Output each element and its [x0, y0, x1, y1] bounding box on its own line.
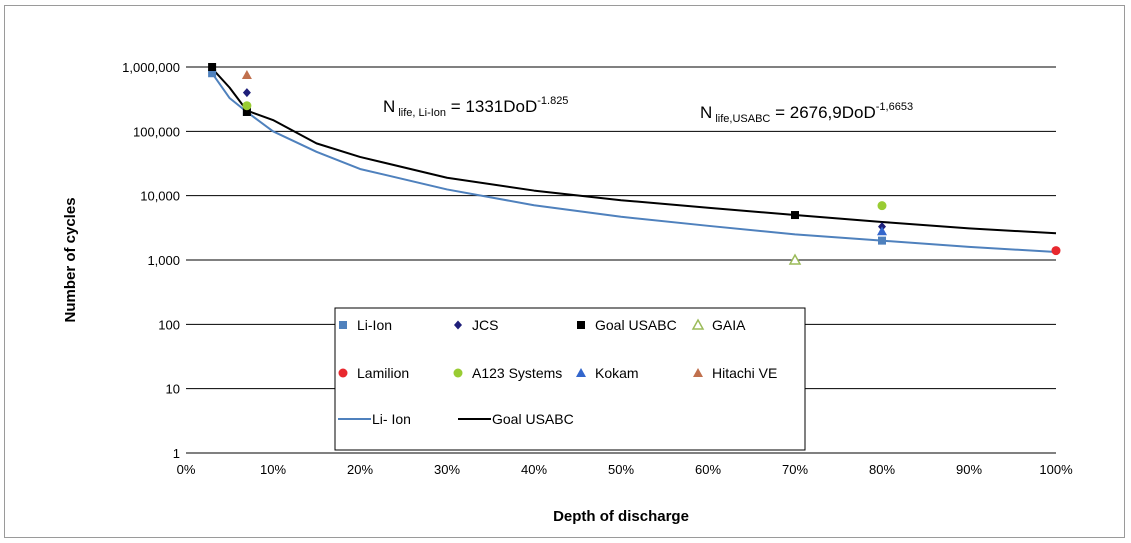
- y-tick-label: 1,000,000: [122, 60, 180, 75]
- point-goal-usabc: [242, 107, 251, 116]
- x-tick-label: 100%: [1039, 462, 1073, 477]
- x-tick-label: 90%: [956, 462, 982, 477]
- legend-marker-jcs: [454, 320, 462, 330]
- x-tick-label: 50%: [608, 462, 634, 477]
- point-hitachi-ve: [241, 70, 252, 80]
- equation-li-ion-main: = 1331DoD: [446, 97, 537, 116]
- point-kokam: [877, 226, 887, 236]
- x-tick-label: 30%: [434, 462, 460, 477]
- series-lines: [211, 67, 1057, 254]
- legend-label-jcs: JCS: [472, 317, 498, 333]
- x-tick-label: 80%: [869, 462, 895, 477]
- axes: 1 10 100 1,000 10,000 100,000 1,000,000 0% 10% 20…: [122, 60, 1073, 477]
- legend-box: [334, 307, 806, 451]
- legend-label-goal-usabc: Goal USABC: [492, 411, 574, 427]
- x-tick-label: 20%: [347, 462, 373, 477]
- legend-marker-kokam: [576, 368, 586, 377]
- x-tick-label: 0%: [177, 462, 196, 477]
- legend-label-hitachi-ve: Hitachi VE: [712, 365, 777, 381]
- legend-label-a123-systems: A123 Systems: [472, 365, 562, 381]
- legend-label-goal-usabc: Goal USABC: [595, 317, 677, 333]
- y-tick-label: 100: [158, 317, 180, 332]
- gridlines: [186, 66, 1056, 454]
- legend-marker-lamilion: [338, 368, 348, 378]
- legend-marker-a123-systems: [453, 368, 463, 378]
- point-gaia: [788, 253, 802, 265]
- point-a123-systems: [877, 201, 887, 211]
- x-tick-label: 60%: [695, 462, 721, 477]
- legend-label-li-ion: Li-Ion: [357, 317, 392, 333]
- legend-marker-hitachi-ve: [693, 368, 703, 377]
- legend-marker-gaia: [691, 318, 705, 330]
- y-tick-label: 1: [173, 446, 180, 461]
- equation-usabc-sub: life,USABC: [712, 113, 770, 125]
- point-li-ion: [208, 69, 217, 78]
- x-tick-label: 70%: [782, 462, 808, 477]
- point-goal-usabc: [208, 63, 217, 71]
- equation-li-ion-sub: life, Li-Ion: [395, 107, 446, 119]
- point-lamilion: [1051, 246, 1061, 256]
- y-tick-label: 10: [166, 382, 180, 397]
- y-tick-label: 1,000: [147, 253, 180, 268]
- equation-usabc: N life,USABC = 2676,9DoD-1,6653: [700, 101, 913, 125]
- equation-li-ion-sup: -1.825: [537, 95, 568, 107]
- legend-label-lamilion: Lamilion: [357, 365, 409, 381]
- equation-usabc-sup: -1,6653: [876, 101, 913, 113]
- y-axis-title: Number of cycles: [62, 197, 79, 322]
- point-a123-systems: [242, 101, 252, 111]
- point-li-ion: [878, 236, 886, 245]
- equation-usabc-base: N: [700, 103, 712, 122]
- series-points: [208, 63, 1061, 265]
- y-tick-label: 10,000: [140, 189, 180, 204]
- x-tick-label: 40%: [521, 462, 547, 477]
- point-goal-usabc: [791, 211, 799, 220]
- point-jcs: [242, 88, 251, 98]
- legend-label-kokam: Kokam: [595, 365, 639, 381]
- legend-marker-goal-usabc: [577, 321, 585, 329]
- equation-li-ion-base: N: [383, 97, 395, 116]
- series-line-li-ion: [211, 72, 1057, 254]
- equation-li-ion: N life, Li-Ion = 1331DoD-1.825: [383, 95, 568, 119]
- legend-label-gaia: GAIA: [712, 317, 746, 333]
- x-axis-title: Depth of discharge: [553, 508, 689, 525]
- y-tick-label: 100,000: [133, 124, 180, 139]
- equation-usabc-main: = 2676,9DoD: [770, 103, 875, 122]
- series-line-goal-usabc: [211, 67, 1057, 235]
- legend-marker-li-ion: [339, 321, 347, 329]
- x-tick-label: 10%: [260, 462, 286, 477]
- legend: Li-Ion JCS Goal USABC GAIA Lamilion A123 Syst…: [334, 307, 806, 451]
- legend-label-li-ion: Li- Ion: [372, 411, 411, 427]
